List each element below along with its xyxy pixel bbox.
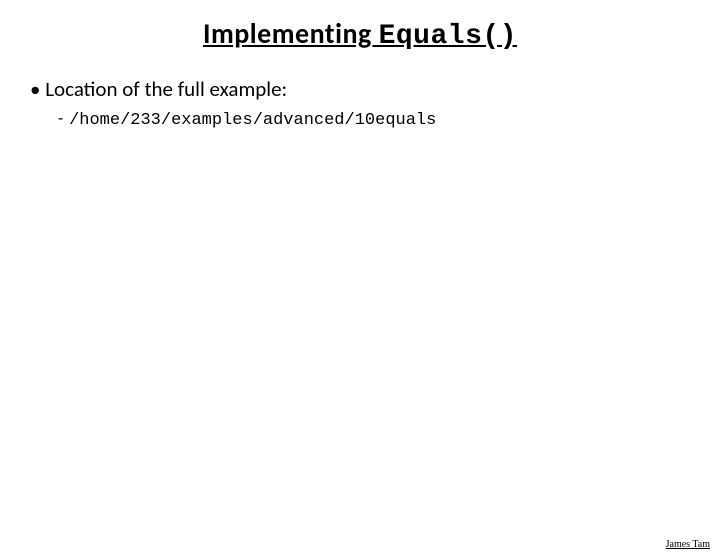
path-text: /home/233/examples/advanced/10equals <box>69 111 436 130</box>
bullet-location: • Location of the full example: <box>30 76 720 102</box>
slide-title: Implementing Equals() <box>0 16 720 52</box>
title-code: Equals() <box>379 21 517 52</box>
slide-content: • Location of the full example: - /home/… <box>0 76 720 130</box>
sub-bullet-path: - /home/233/examples/advanced/10equals <box>30 108 720 130</box>
title-prefix: Implementing <box>203 16 379 51</box>
sub-bullet-dash: - <box>58 108 63 129</box>
author-label: James Tam <box>666 539 710 550</box>
